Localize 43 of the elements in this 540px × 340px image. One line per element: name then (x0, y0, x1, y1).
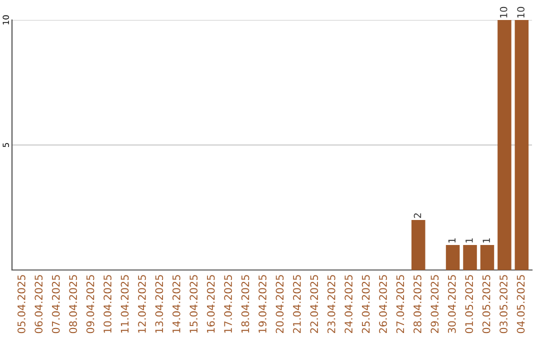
x-tick-label: 24.04.2025 (344, 275, 353, 334)
x-tick-label: 05.04.2025 (17, 275, 26, 334)
bar (498, 20, 512, 270)
x-tick-label: 25.04.2025 (362, 275, 370, 334)
bar (514, 20, 529, 270)
bar (446, 245, 460, 270)
x-tick-label: 04.05.2025 (516, 275, 525, 334)
data-label: 1 (482, 238, 490, 243)
x-tick-label: 30.04.2025 (448, 275, 456, 334)
data-label: 1 (448, 238, 456, 243)
data-label: 10 (517, 6, 524, 18)
x-tick-label: 15.04.2025 (190, 275, 198, 333)
x-tick-label: 22.04.2025 (310, 275, 318, 334)
x-tick-label: 16.04.2025 (206, 275, 215, 333)
bar (463, 245, 477, 270)
x-tick-label: 01.05.2025 (465, 275, 474, 334)
x-tick-label: 14.04.2025 (172, 275, 180, 333)
x-tick-label: 20.04.2025 (276, 275, 284, 334)
bar (480, 245, 494, 270)
x-tick-label: 19.04.2025 (258, 275, 266, 333)
x-tick-label: 08.04.2025 (69, 275, 78, 334)
x-tick-label: 21.04.2025 (292, 275, 301, 334)
x-tick-label: 03.05.2025 (500, 275, 508, 334)
x-tick-label: 02.05.2025 (482, 275, 490, 334)
x-tick-label: 27.04.2025 (396, 275, 404, 334)
x-tick-label: 06.04.2025 (34, 275, 43, 334)
data-label: 10 (500, 6, 508, 18)
x-tick-label: 26.04.2025 (379, 275, 387, 334)
x-tick-label: 29.04.2025 (430, 275, 439, 334)
x-tick-label: 09.04.2025 (86, 275, 94, 334)
x-tick-label: 11.04.2025 (120, 275, 129, 333)
x-tick-label: 23.04.2025 (327, 275, 336, 334)
y-tick-label: 5 (2, 143, 9, 148)
x-tick-label: 10.04.2025 (104, 275, 112, 333)
x-tick-label: 28.04.2025 (414, 275, 422, 334)
x-tick-label: 12.04.2025 (138, 275, 146, 333)
x-tick-label: 13.04.2025 (155, 275, 164, 333)
x-tick-label: 17.04.2025 (224, 275, 232, 333)
data-label: 1 (466, 238, 473, 243)
x-tick-label: 18.04.2025 (241, 275, 250, 333)
bar (411, 220, 426, 270)
x-tick-label: 07.04.2025 (52, 275, 60, 334)
data-label: 2 (414, 213, 422, 218)
